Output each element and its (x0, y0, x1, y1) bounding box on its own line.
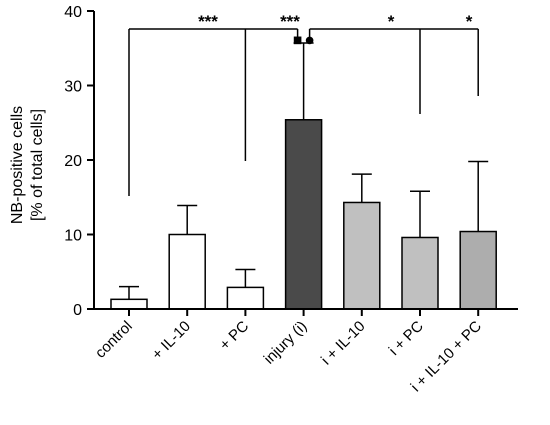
y-tick-label: 0 (73, 302, 82, 319)
bar (343, 201, 381, 310)
bars (110, 119, 497, 310)
y-axis-label-line2: [% of total cells] (29, 109, 46, 221)
x-category-label: + IL-10 (149, 318, 194, 363)
x-category-label: i + PC (386, 318, 427, 359)
y-axis: 0 10 20 30 40 (64, 4, 95, 319)
y-tick-label: 30 (64, 79, 82, 96)
x-category-label: injury (i) (261, 318, 311, 368)
bar (284, 119, 323, 310)
error-bars (119, 42, 489, 300)
y-tick-label: 40 (64, 4, 82, 21)
x-category-label: + PC (216, 318, 252, 354)
center-marker-square: ■ (293, 35, 302, 46)
y-axis-label-line1: NB-positive cells (9, 106, 26, 224)
y-tick-label: 20 (64, 153, 82, 170)
bar (226, 286, 265, 310)
significance-label: * (388, 12, 395, 31)
x-axis: control + IL-10 + PC injury (i) i + IL-10 i +… (92, 308, 518, 395)
x-category-label: i + IL-10 (318, 318, 369, 369)
significance-label: *** (198, 12, 218, 31)
bar (401, 236, 439, 310)
y-tick-label: 10 (64, 228, 82, 245)
bar (459, 230, 497, 310)
x-category-label: control (92, 318, 136, 362)
bar (110, 298, 148, 310)
significance-label: *** (280, 12, 300, 31)
bar (168, 233, 206, 310)
significance-brackets: *** *** * *■ ● (128, 12, 479, 196)
significance-label: * (466, 12, 473, 31)
center-marker-circle: ● (305, 35, 314, 46)
